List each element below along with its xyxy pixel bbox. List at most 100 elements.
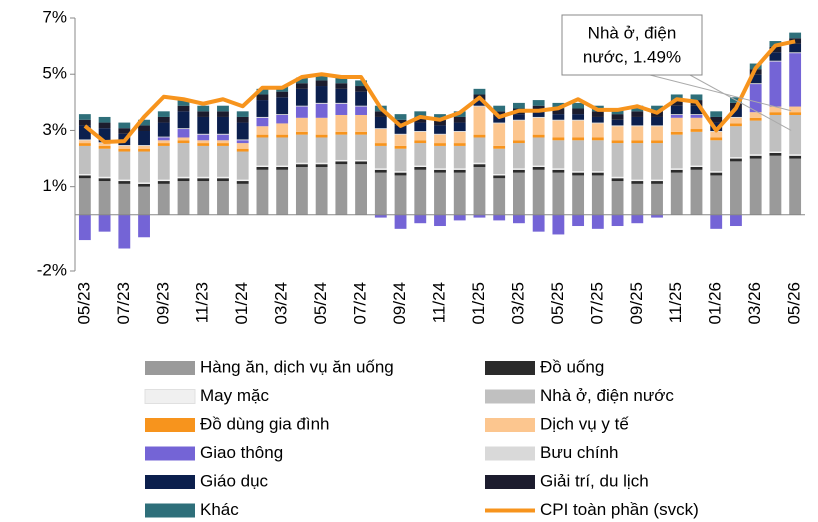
bar-segment: [434, 143, 446, 146]
bar-segment: [217, 178, 229, 182]
bar-segment: [789, 112, 802, 115]
bar-segment: [256, 116, 269, 118]
bar-segment: [355, 106, 367, 115]
bar-segment: [138, 183, 150, 187]
bar-segment: [611, 181, 624, 215]
bar-segment: [749, 117, 762, 121]
bar-segment: [414, 116, 427, 123]
bar-segment: [217, 105, 229, 112]
bar-segment: [769, 152, 782, 156]
bar-segment: [217, 111, 229, 117]
bar-segment: [453, 143, 466, 146]
bar-segment: [78, 125, 91, 140]
bar-segment: [453, 214, 466, 221]
bar-segment: [177, 100, 190, 106]
bar-segment: [177, 129, 190, 138]
bar-segment: [730, 214, 742, 227]
bar-segment: [256, 169, 269, 215]
bar-segment: [236, 122, 249, 140]
bar-segment: [513, 114, 525, 120]
bar-segment: [611, 114, 624, 120]
bar-segment: [690, 114, 703, 115]
bar-segment: [789, 106, 802, 113]
bar-segment: [453, 168, 466, 170]
bar-segment: [394, 134, 407, 146]
bar-segment: [473, 214, 486, 218]
bar-segment: [355, 161, 367, 165]
bar-segment: [631, 105, 644, 112]
bar-segment: [295, 166, 308, 215]
bar-segment: [394, 175, 407, 215]
legend-swatch: [145, 475, 195, 489]
bar-segment: [335, 134, 348, 160]
bar-segment: [453, 169, 466, 173]
bar-segment: [789, 114, 802, 155]
bar-segment: [197, 134, 210, 141]
bar-segment: [572, 119, 585, 121]
bar-segment: [197, 105, 210, 112]
bar-segment: [236, 143, 249, 149]
bar-segment: [197, 140, 210, 144]
bar-segment: [434, 125, 446, 134]
bar-segment: [78, 119, 91, 126]
bar-segment: [532, 100, 545, 106]
bar-segment: [295, 106, 308, 118]
bar-segment: [256, 166, 269, 170]
bar-segment: [177, 178, 190, 182]
bar-segment: [295, 105, 308, 107]
bar-segment: [670, 117, 683, 132]
bar-segment: [157, 122, 170, 137]
bar-segment: [789, 43, 802, 53]
bar-segment: [611, 125, 624, 127]
bar-segment: [256, 137, 269, 166]
bar-segment: [453, 131, 466, 144]
bar-segment: [177, 111, 190, 129]
bar-segment: [394, 145, 407, 149]
bar-segment: [177, 137, 190, 141]
bar-segment: [217, 143, 229, 146]
bar-segment: [532, 116, 545, 118]
bar-segment: [434, 214, 446, 227]
bar-segment: [118, 183, 131, 215]
bar-segment: [434, 172, 446, 215]
bar-segment: [453, 145, 466, 169]
bar-segment: [651, 140, 663, 144]
bar-segment: [552, 114, 565, 120]
bar-segment: [414, 214, 427, 224]
bar-segment: [453, 116, 466, 123]
y-tick-label: 5%: [42, 64, 67, 83]
bar-segment: [611, 119, 624, 126]
bar-segment: [236, 181, 249, 184]
bar-segment: [394, 114, 407, 120]
bar-segment: [749, 158, 762, 215]
bar-segment: [572, 114, 585, 120]
bar-segment: [276, 97, 289, 115]
bar-segment: [157, 179, 170, 182]
bar-segment: [710, 171, 723, 173]
x-tick-label: 07/24: [351, 282, 370, 325]
bar-segment: [355, 131, 367, 135]
bar-segment: [295, 131, 308, 135]
annotation-box: [561, 14, 703, 76]
bar-segment: [355, 159, 367, 162]
bar-segment: [78, 175, 91, 179]
bar-segment: [730, 123, 742, 127]
bar-segment: [493, 178, 506, 215]
bar-segment: [217, 116, 229, 134]
bar-segment: [276, 134, 289, 138]
bar-segment: [473, 88, 486, 95]
bar-segment: [374, 128, 387, 130]
bar-segment: [532, 166, 545, 170]
bar-segment: [98, 178, 111, 182]
bar-segment: [236, 183, 249, 215]
bar-segment: [394, 148, 407, 172]
bar-segment: [256, 134, 269, 138]
bar-segment: [138, 119, 150, 126]
bar-segment: [295, 117, 308, 132]
bar-segment: [414, 131, 427, 132]
bar-segment: [453, 172, 466, 215]
bar-segment: [78, 140, 91, 144]
bar-segment: [236, 139, 249, 141]
bar-segment: [473, 100, 486, 106]
